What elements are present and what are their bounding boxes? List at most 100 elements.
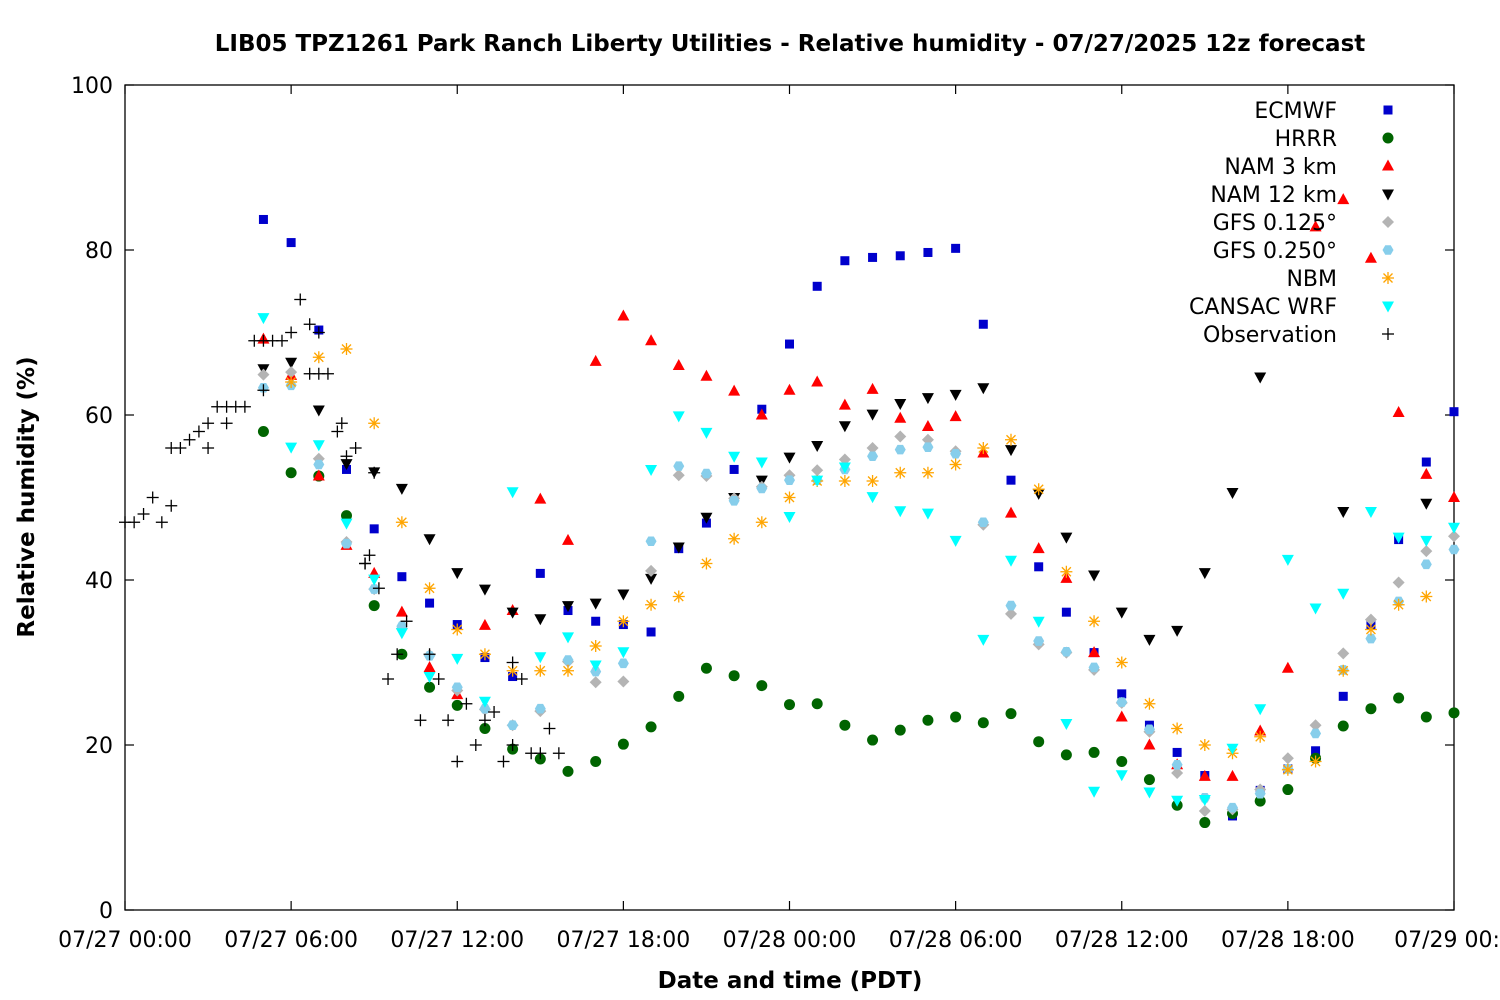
data-point-gfs-0-250 <box>1420 559 1432 570</box>
data-point-gfs-0-250 <box>534 703 546 714</box>
data-point-gfs-0-250 <box>1060 647 1072 657</box>
data-point-observation <box>146 491 159 504</box>
data-point-nam-3-km <box>811 375 824 387</box>
data-point-observation <box>202 442 215 454</box>
data-point-cansac-wrf <box>1005 555 1017 567</box>
data-point-hrrr <box>977 717 989 729</box>
data-point-cansac-wrf <box>617 647 630 659</box>
data-point-cansac-wrf <box>285 442 298 454</box>
data-point-nam-3-km <box>478 618 491 630</box>
data-point-nam-3-km <box>783 383 796 395</box>
data-point-nbm <box>949 458 962 471</box>
data-point-hrrr <box>479 723 491 734</box>
data-point-nam-3-km <box>866 382 879 394</box>
data-point-nam-3-km <box>1088 646 1101 658</box>
data-point-gfs-0-125 <box>617 675 630 688</box>
data-point-nbm <box>645 598 658 611</box>
data-point-ecmwf <box>1311 746 1321 756</box>
data-point-gfs-0-125 <box>1281 752 1294 765</box>
y-tick-label: 100 <box>71 74 113 99</box>
data-point-gfs-0-250 <box>313 459 325 470</box>
data-point-gfs-0-125 <box>811 464 824 477</box>
data-point-observation <box>423 648 436 661</box>
data-point-ecmwf <box>1421 457 1431 467</box>
data-point-ecmwf <box>1034 562 1044 572</box>
data-point-ecmwf <box>840 256 850 266</box>
data-point-gfs-0-125 <box>257 368 270 381</box>
data-point-nbm <box>1005 433 1017 446</box>
data-point-ecmwf <box>591 616 601 626</box>
data-point-hrrr <box>1393 692 1405 704</box>
data-point-nam-3-km <box>1337 193 1350 205</box>
data-point-cansac-wrf <box>1281 554 1294 566</box>
data-point-ecmwf <box>369 524 379 534</box>
data-point-observation <box>192 425 205 438</box>
data-point-nam-3-km <box>312 469 325 481</box>
series-nbm <box>285 343 1433 776</box>
data-point-gfs-0-125 <box>1198 805 1211 817</box>
data-point-observation <box>460 697 473 710</box>
data-point-observation <box>257 384 270 397</box>
data-point-cansac-wrf <box>257 313 270 325</box>
data-point-gfs-0-250 <box>1365 633 1377 644</box>
data-point-nam-12-km <box>1226 488 1239 500</box>
data-point-nbm <box>534 664 547 677</box>
data-point-cansac-wrf <box>312 440 325 452</box>
data-point-observation <box>372 582 385 595</box>
data-point-observation <box>303 318 316 331</box>
data-point-gfs-0-250 <box>562 655 574 665</box>
data-point-observation <box>349 442 362 454</box>
y-tick-label: 20 <box>85 734 113 759</box>
data-point-gfs-0-250 <box>1448 544 1460 555</box>
legend: ECMWF HRRR NAM 3 km NAM 12 km GFS 0.125° GFS … <box>1189 99 1394 348</box>
data-point-observation <box>183 433 196 446</box>
data-point-cansac-wrf <box>921 508 934 520</box>
data-point-hrrr <box>451 699 463 711</box>
data-point-nbm <box>1392 598 1405 611</box>
data-point-nbm <box>423 582 436 595</box>
data-point-observation <box>400 615 413 628</box>
y-axis-label: Relative humidity (%) <box>14 356 40 637</box>
data-point-nam-3-km <box>589 354 602 366</box>
data-point-ecmwf <box>397 572 407 582</box>
data-point-cansac-wrf <box>423 672 436 684</box>
data-point-nam-3-km <box>921 420 934 432</box>
data-point-observation <box>391 648 404 661</box>
data-point-gfs-0-250 <box>784 475 795 485</box>
data-point-observation <box>155 516 168 529</box>
data-point-observation <box>432 673 445 685</box>
data-point-hrrr <box>1088 746 1100 758</box>
data-point-nbm <box>1364 623 1377 636</box>
data-point-cansac-wrf <box>1226 743 1239 755</box>
data-point-hrrr <box>617 738 629 750</box>
legend-label-gfs-0-250: GFS 0.250° <box>1213 239 1337 264</box>
data-point-cansac-wrf <box>1309 603 1322 615</box>
data-point-nam-12-km <box>1060 532 1073 544</box>
data-point-observation <box>359 557 372 570</box>
data-point-nam-3-km <box>1198 769 1211 781</box>
data-point-gfs-0-125 <box>1364 613 1377 626</box>
y-tick-label: 80 <box>85 239 113 264</box>
x-tick-label: 07/27 12:00 <box>390 928 524 953</box>
data-point-hrrr <box>673 690 685 702</box>
data-point-gfs-0-250 <box>507 720 519 730</box>
data-point-cansac-wrf <box>395 628 408 640</box>
data-point-observation <box>294 293 307 306</box>
y-tick-label: 0 <box>99 899 113 924</box>
legend-marker-cansac-wrf <box>1382 301 1394 313</box>
data-point-ecmwf <box>978 319 988 329</box>
data-point-cansac-wrf <box>368 574 381 586</box>
series-gfs-0-250 <box>257 380 1460 813</box>
data-point-hrrr <box>1420 711 1432 723</box>
data-point-nam-12-km <box>894 398 907 410</box>
data-point-nbm <box>1060 565 1073 578</box>
data-point-nam-12-km <box>811 441 824 453</box>
data-point-hrrr <box>1282 784 1294 796</box>
data-point-gfs-0-250 <box>645 536 657 546</box>
data-point-nam-12-km <box>340 459 353 471</box>
data-point-hrrr <box>1060 749 1072 761</box>
legend-label-ecmwf: ECMWF <box>1254 99 1337 124</box>
data-point-nbm <box>285 376 298 388</box>
data-point-hrrr <box>867 734 879 746</box>
